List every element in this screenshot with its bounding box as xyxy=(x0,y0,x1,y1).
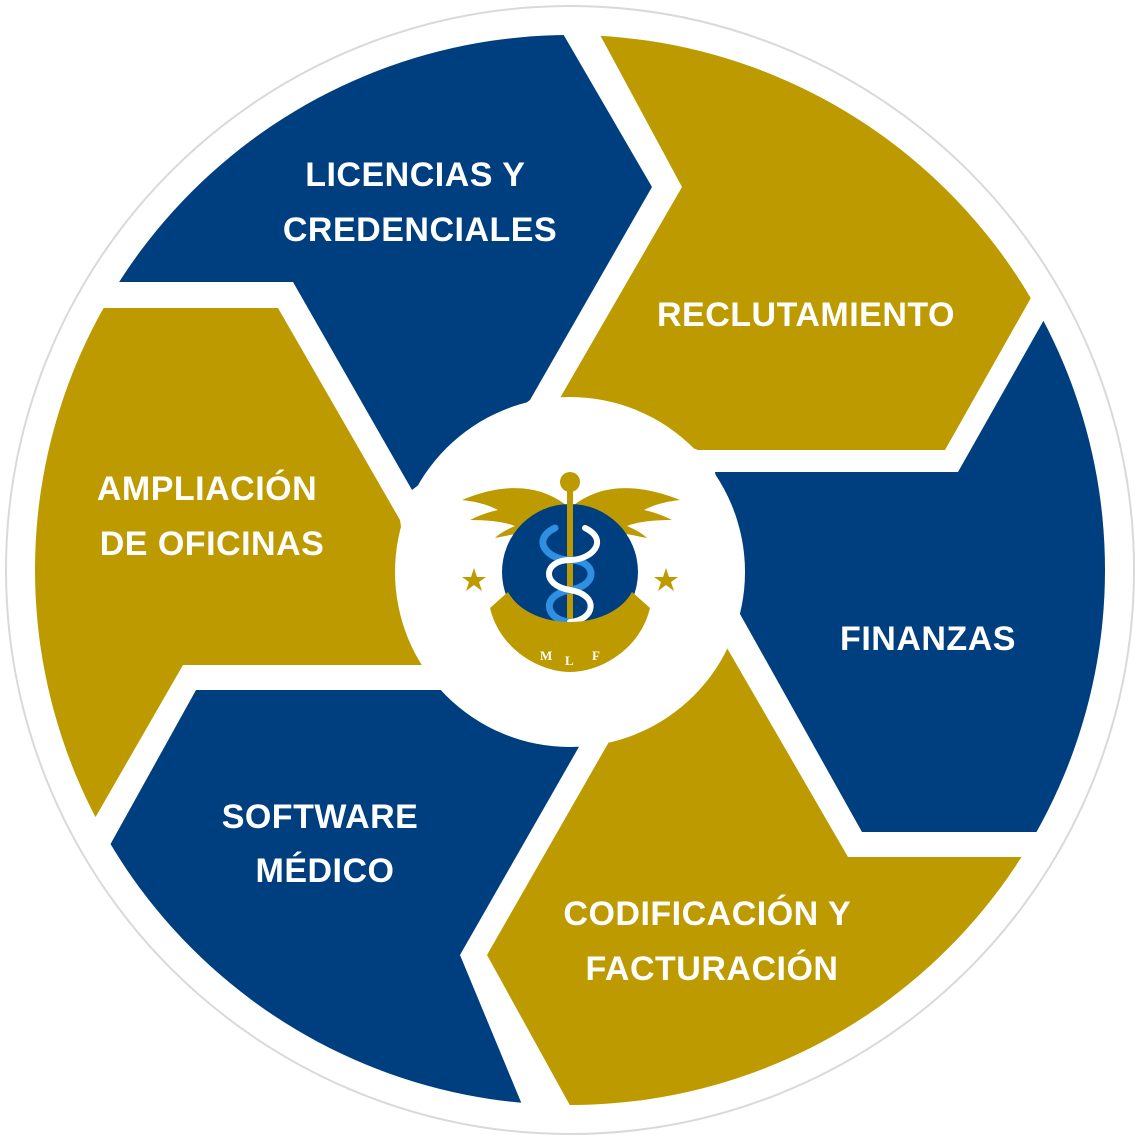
emblem-ribbon xyxy=(490,592,650,672)
label-finanzas: FINANZAS xyxy=(840,620,1016,658)
rod-knob xyxy=(560,472,580,492)
emblem-letter-m: M xyxy=(540,648,552,663)
caduceus-icon xyxy=(539,524,595,626)
label-codificacion-y-facturacion: CODIFICACIÓN Y FACTURACIÓN xyxy=(563,895,860,988)
label-reclutamiento: RECLUTAMIENTO xyxy=(657,296,955,334)
label-software-medico: SOFTWARE MÉDICO xyxy=(222,798,429,890)
label-ampliacion-de-oficinas: AMPLIACIÓN DE OFICINAS xyxy=(97,470,327,563)
mlf-emblem[interactable]: M L F xyxy=(462,472,680,672)
segment-ampliacion-de-oficinas[interactable] xyxy=(0,100,422,850)
star-right-icon xyxy=(654,568,678,591)
label-licencias-y-credenciales: LICENCIAS Y CREDENCIALES xyxy=(283,156,557,249)
emblem-letter-l: L xyxy=(565,653,574,668)
serpent-left-icon xyxy=(546,525,601,625)
star-left-icon xyxy=(462,568,486,591)
emblem-letter-f: F xyxy=(592,648,600,663)
